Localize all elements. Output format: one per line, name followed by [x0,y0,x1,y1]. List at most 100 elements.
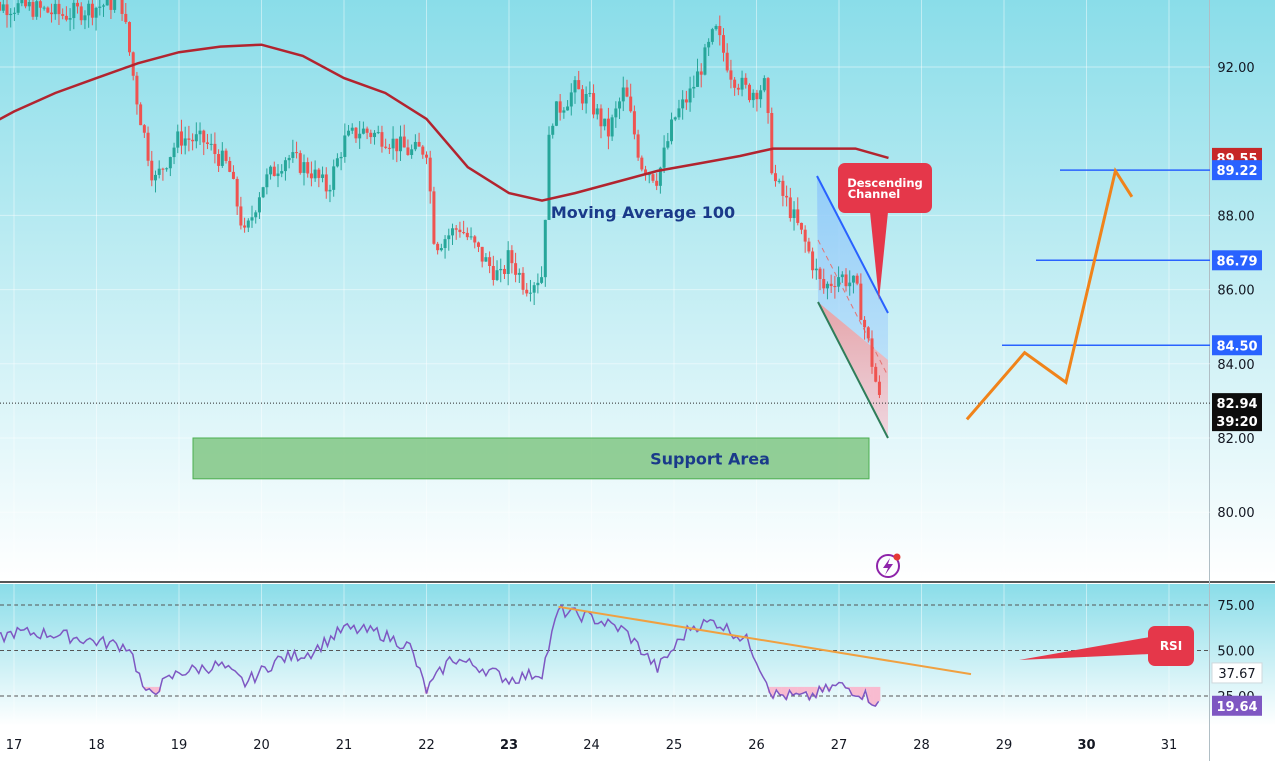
candle-body [577,80,581,90]
candle-body [179,131,183,146]
candle-body [94,7,98,18]
candle-body [128,22,131,53]
candle-body [755,92,759,100]
price-tick-label: 86.00 [1217,284,1254,299]
candle-body [254,212,258,218]
candle-body [239,206,243,226]
time-tick-label: 20 [253,738,270,753]
candle-body [510,250,514,264]
rsi-value-label: 37.67 [1218,667,1255,682]
candle-body [317,169,321,178]
candle-body [458,229,462,233]
candle-body [224,150,228,161]
candle-body [528,292,532,294]
candle-body [280,171,284,174]
candle-body [476,242,480,247]
candle-body [540,277,544,283]
rsi-callout-pointer [1019,637,1150,660]
time-axis [0,727,1275,761]
candle-body [376,132,380,134]
time-tick-label: 26 [748,738,765,753]
candle-body [450,228,454,236]
current-price-value: 82.94 [1216,397,1257,412]
candle-body [165,168,169,170]
candle-body [670,119,674,142]
candle-body [825,283,829,289]
grid [0,0,1210,580]
candle-body [484,257,488,262]
channel-lower-line [817,301,889,439]
price-tick-label: 88.00 [1217,209,1254,224]
candle-body [662,147,666,168]
time-tick-label: 25 [666,738,683,753]
candle-body [12,12,16,14]
candle-body [231,171,235,179]
rsi-tick-label: 75.00 [1217,599,1254,614]
candle-body [592,93,596,115]
candle-body [205,142,209,144]
candle-body [57,3,61,15]
candle-body [410,149,414,155]
candle-body [243,225,247,228]
lightning-icon[interactable] [876,553,901,578]
candle-body [777,180,781,182]
candle-body [250,217,254,221]
candle-body [595,108,599,115]
candle-body [866,327,870,339]
candle-body [447,235,451,240]
candle-body [16,3,20,13]
candle-body [373,132,377,138]
candle-body [102,5,106,7]
candle-body [658,167,662,186]
rsi-value-label: 19.64 [1216,700,1257,715]
candle-body [395,138,399,152]
candle-body [606,118,610,137]
candle-body [113,0,117,10]
candle-body [79,6,83,21]
candle-body [681,99,685,109]
time-tick-label: 30 [1077,738,1095,753]
price-marker-label: 84.50 [1216,339,1257,354]
candle-body [718,26,722,36]
time-tick-label: 22 [418,738,435,753]
candle-body [747,84,751,101]
candlesticks [0,0,881,399]
candle-body [124,13,128,23]
candle-body [191,139,195,142]
callout-box [838,163,932,213]
price-tick-label: 80.00 [1217,506,1254,521]
rsi-trendline [558,605,972,676]
candle-body [640,157,644,170]
time-tick-label: 29 [996,738,1013,753]
price-axis [1210,0,1275,580]
candle-body [209,143,213,145]
candle-body [573,80,577,93]
candle-body [803,229,807,242]
candle-body [443,239,447,249]
candle-body [588,93,592,95]
price-pane [0,0,1210,580]
price-marker-badge [1212,250,1262,271]
time-tick-label: 17 [6,738,23,753]
candle-body [833,286,837,288]
candle-body [358,133,362,139]
candle-body [837,277,841,287]
candle-body [636,134,640,158]
candle-body [139,104,143,126]
candle-body [313,169,317,179]
candle-body [532,285,536,293]
rsi-callout: RSI [1019,626,1194,666]
candle-body [298,153,302,173]
time-tick-label: 27 [831,738,848,753]
candle-body [822,279,826,289]
candle-body [473,236,477,243]
candle-body [347,130,351,136]
candle-body [61,14,65,16]
candle-body [1,4,5,11]
candle-body [384,146,388,148]
candle-body [454,228,458,230]
candle-body [710,29,714,42]
candle-body [42,7,46,9]
candle-body [491,266,495,280]
candle-body [24,0,28,7]
